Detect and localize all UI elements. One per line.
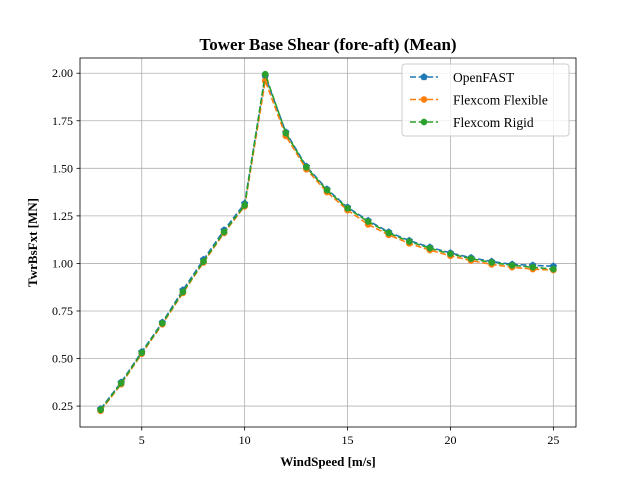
- x-tick-label: 20: [444, 433, 456, 447]
- data-point-flexcom-rigid: [385, 229, 393, 237]
- y-tick-label: 0.50: [52, 352, 73, 366]
- y-tick-label: 0.75: [52, 304, 73, 318]
- data-point-flexcom-rigid: [200, 258, 207, 265]
- legend-item-openfast: OpenFAST: [410, 70, 515, 85]
- x-axis-label: WindSpeed [m/s]: [280, 454, 375, 469]
- y-tick-label: 2.00: [52, 66, 73, 80]
- legend-label: Flexcom Rigid: [453, 115, 534, 130]
- plot-area-frame: [79, 57, 577, 428]
- legend-item-flexcom-rigid: Flexcom Rigid: [410, 115, 534, 130]
- data-point-flexcom-rigid: [447, 250, 454, 258]
- legend-marker: [420, 118, 428, 126]
- data-point-flexcom-rigid: [261, 70, 269, 78]
- y-tick-label: 1.75: [52, 114, 73, 128]
- x-tick-label: 25: [547, 433, 559, 447]
- legend-marker: [420, 96, 428, 103]
- y-tick-label: 1.00: [52, 256, 73, 270]
- data-point-flexcom-rigid: [138, 349, 146, 357]
- y-tick-label: 1.50: [52, 161, 73, 175]
- legend: OpenFAST Flexcom Flexible Flexcom Rigid: [401, 63, 570, 137]
- data-point-flexcom-rigid: [158, 319, 166, 327]
- data-point-flexcom-rigid: [364, 218, 372, 225]
- data-point-flexcom-rigid: [241, 202, 248, 209]
- data-point-flexcom-rigid: [220, 228, 228, 236]
- legend-marker: [420, 73, 428, 81]
- data-point-flexcom-rigid: [117, 379, 125, 387]
- grid: [80, 58, 576, 427]
- data-point-flexcom-rigid: [282, 129, 290, 137]
- data-point-flexcom-rigid: [344, 204, 351, 212]
- legend-item-flexcom-flexible: Flexcom Flexible: [410, 93, 548, 108]
- data-point-flexcom-rigid: [508, 261, 516, 269]
- y-tick-label: 0.25: [52, 399, 73, 413]
- data-point-flexcom-rigid: [303, 164, 310, 171]
- data-point-flexcom-rigid: [529, 263, 537, 271]
- data-point-flexcom-rigid: [467, 255, 475, 263]
- series-flexcom-rigid: [97, 70, 557, 414]
- legend-box: [401, 63, 570, 137]
- chart-title: Tower Base Shear (fore-aft) (Mean): [199, 35, 456, 54]
- x-tick-label: 15: [342, 433, 354, 447]
- data-point-flexcom-rigid: [488, 259, 495, 266]
- legend-label: OpenFAST: [453, 70, 515, 85]
- legend-label: Flexcom Flexible: [453, 93, 548, 108]
- data-point-flexcom-rigid: [97, 406, 104, 414]
- x-tick-label: 5: [139, 433, 145, 447]
- axis-ticks: 5 10 15 20 25 0.25 0.50 0.75 1.00 1.25 1.50 1.75 2.0…: [52, 66, 559, 447]
- y-tick-label: 1.25: [52, 209, 73, 223]
- data-point-flexcom-rigid: [323, 186, 331, 194]
- data-point-flexcom-rigid: [179, 288, 187, 296]
- data-point-flexcom-rigid: [426, 244, 434, 252]
- y-axis-label: TwrBsFxt [MN]: [25, 198, 40, 287]
- data-point-flexcom-rigid: [405, 238, 413, 245]
- data-point-flexcom-rigid: [550, 265, 557, 273]
- x-tick-label: 10: [239, 433, 251, 447]
- series-group: [96, 70, 558, 415]
